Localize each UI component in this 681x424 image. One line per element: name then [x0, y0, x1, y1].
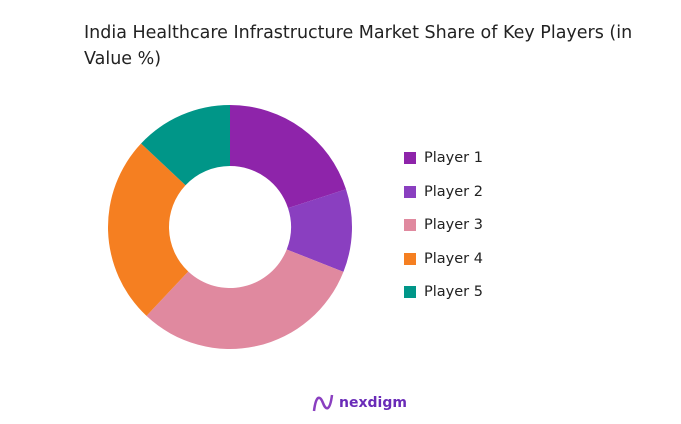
legend-label: Player 4 — [424, 250, 483, 267]
legend-swatch — [404, 219, 416, 231]
slice-player-3 — [146, 249, 344, 349]
legend-swatch — [404, 185, 416, 198]
legend-swatch — [404, 252, 416, 265]
slice-player-1 — [230, 105, 347, 209]
legend-label: Player 3 — [424, 217, 483, 233]
legend-item: Player 2 — [404, 184, 483, 200]
legend-label: Player 5 — [424, 284, 483, 300]
logo-text: nexdigm — [339, 395, 407, 411]
slice-player-5 — [141, 105, 230, 186]
legend-item: Player 5 — [404, 284, 483, 300]
chart-title: India Healthcare Infrastructure Market S… — [84, 23, 633, 69]
legend-swatch — [404, 286, 416, 298]
slice-player-2 — [286, 189, 352, 272]
legend-item: Player 4 — [404, 251, 483, 267]
legend-label: Player 2 — [424, 183, 483, 200]
legend-label: Player 1 — [424, 150, 483, 166]
slice-player-4 — [108, 143, 189, 316]
legend-item: Player 3 — [404, 217, 483, 233]
nexdigm-logo: nexdigm — [312, 393, 407, 413]
legend-swatch — [404, 152, 416, 164]
legend-item: Player 1 — [404, 150, 483, 166]
logo-icon — [312, 394, 334, 412]
